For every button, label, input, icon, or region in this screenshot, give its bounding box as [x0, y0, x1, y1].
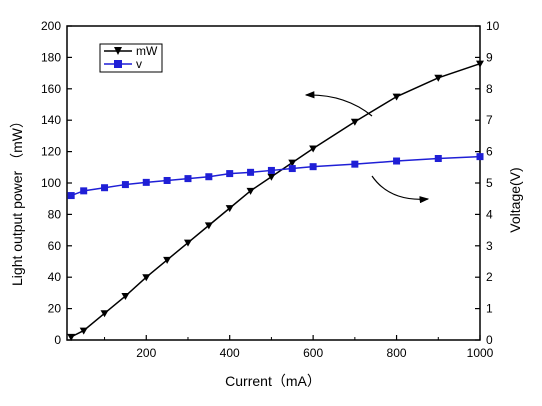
data-point-mW: [142, 274, 151, 282]
y-right-tick-label: 10: [486, 19, 500, 33]
y-right-tick-label: 7: [486, 113, 493, 127]
data-point-v: [351, 160, 359, 168]
data-point-mW: [163, 256, 172, 264]
data-point-mW: [100, 310, 109, 318]
data-point-v: [476, 153, 484, 161]
legend-mw-label: mW: [136, 44, 158, 58]
data-point-v: [393, 157, 401, 165]
data-point-v: [247, 168, 255, 176]
data-point-mW: [309, 145, 318, 153]
data-point-mW: [183, 239, 192, 247]
data-point-v: [288, 165, 296, 173]
data-point-mW: [267, 173, 276, 181]
data-point-v: [163, 176, 171, 184]
data-point-v: [67, 192, 75, 200]
x-axis-title: Current（mA）: [225, 373, 321, 389]
left-axis: 0 20 40 60 80 100 120 140 160 180 200: [41, 19, 72, 347]
x-tick-label: 1000: [467, 346, 494, 360]
y-left-tick-label: 160: [41, 82, 61, 96]
series-line-v: [70, 155, 481, 197]
legend-v-marker: [114, 60, 122, 68]
data-point-v: [267, 166, 275, 174]
legend-v-label: v: [136, 57, 142, 71]
data-point-mW: [79, 327, 88, 335]
x-tick-label: 400: [220, 346, 240, 360]
y-left-tick-label: 0: [54, 333, 61, 347]
y-right-tick-label: 9: [486, 50, 493, 64]
data-point-mW: [225, 205, 234, 213]
data-point-mW: [476, 60, 484, 68]
y-right-axis-title: Voltage(V): [507, 167, 523, 232]
y-left-tick-label: 140: [41, 113, 61, 127]
data-point-mW: [434, 74, 443, 82]
data-point-mW: [67, 333, 76, 341]
x-tick-label: 200: [136, 346, 156, 360]
y-right-tick-label: 8: [486, 82, 493, 96]
annotation-arrow-v: [371, 175, 430, 204]
data-point-mW: [204, 222, 213, 230]
data-point-v: [121, 181, 129, 189]
data-point-mW: [350, 118, 359, 126]
y-right-tick-label: 2: [486, 270, 493, 284]
x-tick-label: 600: [303, 346, 323, 360]
legend-mw-marker: [114, 47, 122, 55]
data-point-v: [205, 173, 213, 181]
y-right-tick-label: 4: [486, 207, 493, 221]
data-point-v: [101, 184, 109, 192]
y-left-tick-label: 20: [48, 302, 62, 316]
legend: mW v: [99, 43, 163, 73]
data-point-v: [80, 187, 88, 195]
x-tick-label: 800: [387, 346, 407, 360]
y-left-tick-label: 100: [41, 176, 61, 190]
series-line-mW: [70, 62, 481, 338]
data-point-mW: [288, 159, 297, 167]
data-point-v: [184, 175, 192, 183]
annotation-arrow-mw: [304, 91, 373, 117]
data-point-v: [309, 163, 317, 171]
y-left-tick-label: 200: [41, 19, 61, 33]
y-left-tick-label: 80: [48, 207, 62, 221]
data-point-v: [434, 155, 442, 163]
y-right-tick-label: 3: [486, 239, 493, 253]
right-axis: 0 1 2 3 4 5 6 7 8 9 10: [475, 19, 500, 347]
data-point-v: [142, 178, 150, 186]
y-left-tick-label: 180: [41, 50, 61, 64]
data-point-mW: [392, 93, 401, 101]
y-left-tick-label: 40: [48, 270, 62, 284]
y-right-tick-label: 6: [486, 145, 493, 159]
series-layer: [67, 60, 484, 341]
data-point-v: [226, 170, 234, 178]
y-right-tick-label: 1: [486, 302, 493, 316]
y-left-axis-title: Light output power （mW）: [9, 114, 25, 286]
data-point-mW: [121, 293, 130, 301]
data-point-mW: [246, 187, 255, 195]
y-right-tick-label: 0: [486, 333, 493, 347]
y-right-tick-label: 5: [486, 176, 493, 190]
legend-box: [99, 43, 163, 73]
y-left-tick-label: 120: [41, 145, 61, 159]
y-left-tick-label: 60: [48, 239, 62, 253]
bottom-axis: 200 400 600 800 1000: [104, 335, 494, 360]
